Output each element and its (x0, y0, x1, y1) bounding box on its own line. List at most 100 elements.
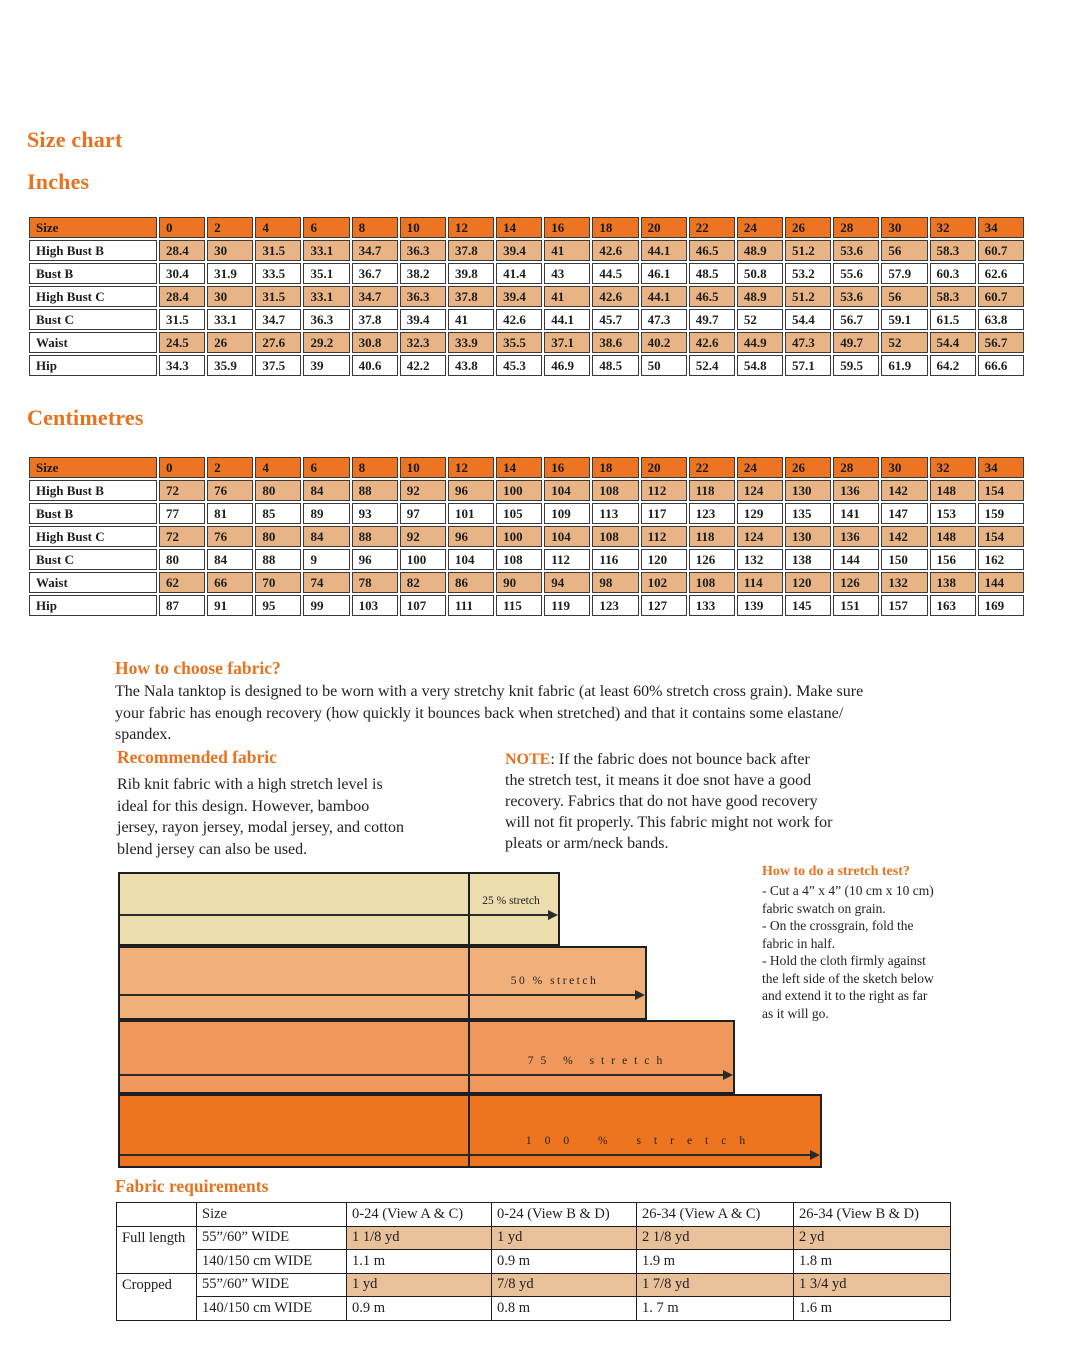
measurement-value: 147 (881, 503, 928, 524)
measurement-value: 36.3 (399, 286, 446, 307)
measurement-value: 116 (592, 549, 639, 570)
measurement-value: 27.6 (255, 332, 302, 353)
stretch-arrowhead-icon (810, 1150, 820, 1160)
measurement-value: 118 (688, 480, 735, 501)
measurement-value: 90 (496, 572, 543, 593)
measurement-value: 41.4 (496, 263, 543, 284)
stretch-arrowhead-icon (548, 910, 558, 920)
centimetres-title: Centimetres (27, 405, 144, 430)
measurement-value: 80 (159, 549, 206, 570)
measurement-value: 42.6 (496, 309, 543, 330)
measurement-value: 51.2 (785, 286, 832, 307)
measurement-value: 42.6 (688, 332, 735, 353)
swatch-width-marker (468, 874, 470, 944)
fabric-requirements-grid: Size 0-24 (View A & C) 0-24 (View B & D) 26… (116, 1202, 951, 1321)
measurement-value: 100 (399, 549, 446, 570)
size-column-header: 12 (447, 457, 495, 478)
measurement-value: 31.9 (207, 263, 254, 284)
measurement-value: 126 (833, 572, 880, 593)
req-yardage-value: 1 yd (491, 1225, 637, 1250)
req-length-group-label: Cropped (116, 1272, 197, 1321)
measurement-value: 91 (207, 595, 254, 616)
measurement-value: 34.7 (351, 240, 398, 261)
measurement-value: 52.4 (688, 355, 735, 376)
size-column-header: 28 (833, 217, 880, 238)
size-column-header: 0 (159, 457, 206, 478)
req-column-header: 26-34 (View B & D) (793, 1202, 951, 1227)
measurement-value: 39.4 (399, 309, 446, 330)
measurement-label: High Bust C (29, 286, 157, 307)
size-column-header: 8 (351, 457, 398, 478)
size-table-row: Bust B 30.4 31.9 33.5 35.1 36.7 38.2 39.8 41.4 43… (29, 263, 1024, 284)
measurement-value: 31.5 (255, 240, 302, 261)
req-yardage-value: 0.9 m (491, 1249, 637, 1274)
measurement-value: 55.6 (833, 263, 880, 284)
measurement-value: 32.3 (399, 332, 446, 353)
measurement-value: 130 (785, 526, 832, 547)
measurement-value: 104 (544, 526, 591, 547)
measurement-value: 46.1 (640, 263, 687, 284)
stretch-bar-label: 50 % stretch (510, 975, 599, 987)
measurement-value: 42.2 (399, 355, 446, 376)
size-column-header: 22 (688, 217, 735, 238)
measurement-value: 37.8 (447, 286, 495, 307)
measurement-value: 86 (447, 572, 495, 593)
measurement-value: 123 (688, 503, 735, 524)
stretch-bar-label: 75 % stretch (527, 1055, 670, 1067)
measurement-value: 60.7 (977, 286, 1024, 307)
measurement-value: 44.1 (544, 309, 591, 330)
req-table-row: Full length 55”/60” WIDE 1 1/8 yd 1 yd 2 1/8… (116, 1225, 951, 1274)
measurement-value: 50.8 (736, 263, 784, 284)
req-table-row: 140/150 cm WIDE 1.1 m 0.9 m 1.9 m 1.8 m (117, 1249, 951, 1274)
measurement-value: 45.7 (592, 309, 639, 330)
stretch-arrow-line (120, 914, 550, 916)
req-column-header: 26-34 (View A & C) (636, 1202, 794, 1227)
measurement-value: 104 (544, 480, 591, 501)
size-column-header: 24 (736, 457, 784, 478)
measurement-value: 100 (496, 480, 543, 501)
measurement-value: 54.4 (929, 332, 976, 353)
size-column-header: 28 (833, 457, 880, 478)
measurement-value: 60.7 (977, 240, 1024, 261)
size-column-header: 30 (881, 457, 928, 478)
size-column-header: 14 (496, 217, 543, 238)
size-table-row: High Bust C 28.4 30 31.5 33.1 34.7 36.3 37.8 39.… (29, 286, 1024, 307)
measurement-value: 40.2 (640, 332, 687, 353)
measurement-value: 99 (303, 595, 350, 616)
measurement-value: 142 (881, 526, 928, 547)
measurement-value: 80 (255, 526, 302, 547)
measurement-value: 112 (544, 549, 591, 570)
measurement-value: 38.6 (592, 332, 639, 353)
measurement-value: 156 (929, 549, 976, 570)
measurement-label: Bust C (29, 309, 157, 330)
measurement-value: 111 (447, 595, 495, 616)
req-table-row: 140/150 cm WIDE 0.9 m 0.8 m 1. 7 m 1.6 m (117, 1296, 951, 1321)
measurement-value: 24.5 (159, 332, 206, 353)
size-column-header: 0 (159, 217, 206, 238)
inches-size-table: Size 0 2 4 6 8 10 12 14 16 18 20 22 24 26 28 30 32 34 High … (27, 215, 1026, 378)
measurement-value: 124 (736, 480, 784, 501)
stretch-bar-label: 25 % stretch (482, 895, 540, 907)
measurement-value: 169 (977, 595, 1024, 616)
measurement-value: 33.9 (447, 332, 495, 353)
measurement-value: 34.7 (351, 286, 398, 307)
measurement-value: 37.1 (544, 332, 591, 353)
measurement-value: 58.3 (929, 286, 976, 307)
req-yardage-value: 1.1 m (346, 1249, 492, 1274)
measurement-value: 44.9 (736, 332, 784, 353)
size-column-header: 32 (929, 217, 976, 238)
measurement-value: 41 (544, 240, 591, 261)
measurement-value: 127 (640, 595, 687, 616)
stretch-arrow-line (120, 1154, 812, 1156)
measurement-value: 151 (833, 595, 880, 616)
measurement-value: 78 (351, 572, 398, 593)
size-column-header: 6 (303, 217, 350, 238)
measurement-value: 35.9 (207, 355, 254, 376)
measurement-value: 37.5 (255, 355, 302, 376)
measurement-label: Waist (29, 332, 157, 353)
req-yardage-value: 1 1/8 yd (346, 1225, 492, 1250)
measurement-value: 62 (159, 572, 206, 593)
measurement-value: 61.5 (929, 309, 976, 330)
measurement-value: 52 (736, 309, 784, 330)
size-column-header: 20 (640, 217, 687, 238)
